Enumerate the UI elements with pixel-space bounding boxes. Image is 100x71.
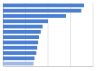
grid — [3, 3, 93, 66]
grid-line — [93, 3, 94, 66]
chart — [0, 0, 100, 71]
bar — [3, 19, 48, 23]
bar — [3, 62, 34, 66]
bar — [3, 35, 39, 39]
bar — [3, 25, 43, 29]
bar — [3, 4, 84, 8]
bars — [3, 4, 84, 66]
x-axis-line — [4, 66, 94, 67]
bar — [3, 41, 38, 45]
bar — [3, 14, 66, 18]
bar — [3, 30, 41, 34]
bar — [3, 56, 35, 60]
bar — [3, 9, 81, 13]
bar — [3, 51, 36, 55]
x-axis — [4, 66, 94, 68]
bar — [3, 46, 37, 50]
